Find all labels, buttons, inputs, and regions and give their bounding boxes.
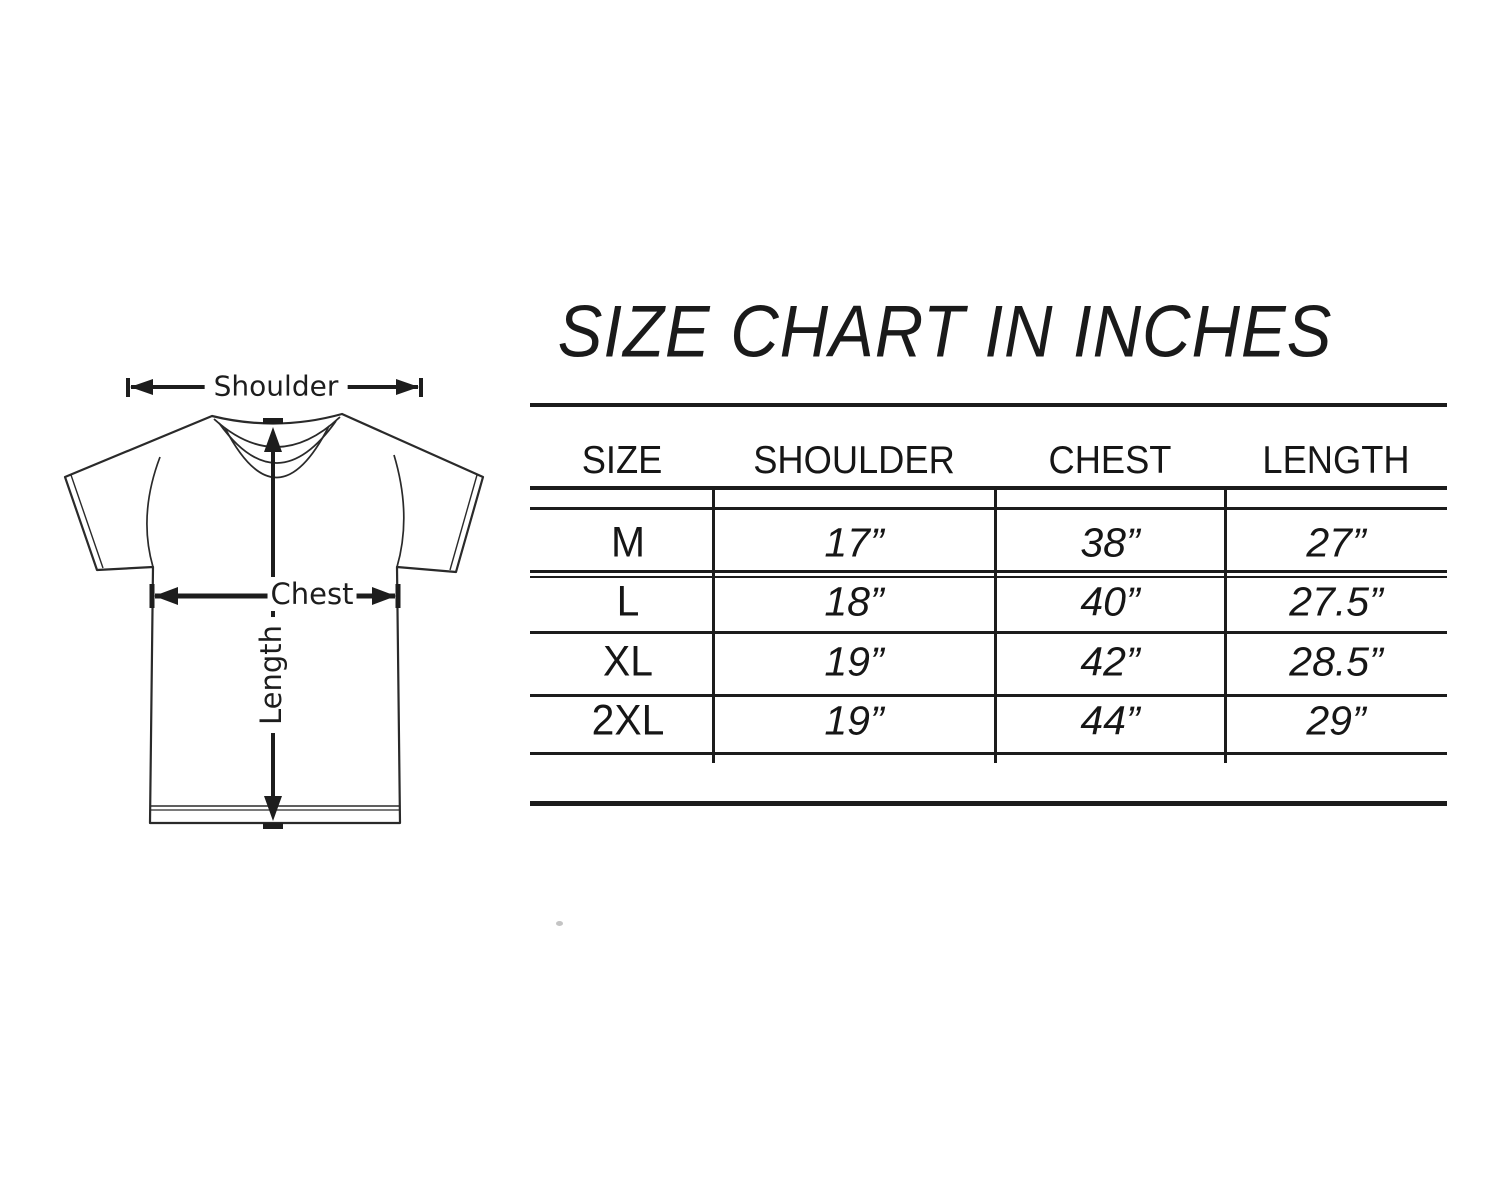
table-rule-header-bottom — [530, 486, 1447, 490]
table-vline-2 — [994, 487, 997, 763]
right-armhole-seam — [393, 454, 405, 568]
cell-size: L — [616, 577, 640, 626]
table-rule-6 — [530, 752, 1447, 755]
table-rule-3a — [530, 570, 1447, 573]
table-rule-5 — [530, 694, 1447, 697]
length-label: Length — [253, 616, 289, 734]
cell-length: 27.5” — [1289, 578, 1383, 625]
cell-shoulder: 18” — [824, 578, 884, 625]
cell-chest: 42” — [1080, 638, 1140, 685]
left-cuff-line — [70, 474, 104, 569]
cell-length: 29” — [1306, 697, 1366, 744]
page-title: SIZE CHART IN INCHES — [557, 291, 1333, 373]
cell-length: 27” — [1306, 519, 1366, 566]
cell-size: XL — [603, 637, 653, 686]
col-header-shoulder: SHOULDER — [753, 439, 955, 482]
shoulder-label: Shoulder — [204, 369, 348, 403]
table-rule-4 — [530, 631, 1447, 634]
table-rule-top — [530, 403, 1447, 407]
cell-shoulder: 19” — [824, 638, 884, 685]
table-rule-bottom — [530, 801, 1447, 806]
cell-size: M — [610, 518, 646, 567]
cell-shoulder: 19” — [824, 697, 884, 744]
cell-length: 28.5” — [1289, 638, 1383, 685]
table-vline-1 — [712, 487, 715, 763]
cell-shoulder: 17” — [824, 519, 884, 566]
cell-chest: 44” — [1080, 697, 1140, 744]
cell-chest: 40” — [1080, 578, 1140, 625]
col-header-size: SIZE — [581, 439, 663, 482]
table-rule-3b — [530, 576, 1447, 578]
right-cuff-line — [449, 474, 478, 571]
chest-label: Chest — [267, 577, 357, 611]
cell-size: 2XL — [591, 696, 665, 745]
cell-chest: 38” — [1080, 519, 1140, 566]
col-header-length: LENGTH — [1262, 439, 1410, 482]
table-rule-2 — [530, 507, 1447, 510]
scan-artifact-dot — [556, 921, 563, 926]
table-vline-3 — [1224, 487, 1227, 763]
collar-arc-3 — [224, 425, 330, 479]
col-header-chest: CHEST — [1048, 439, 1172, 482]
left-armhole-seam — [146, 456, 161, 568]
